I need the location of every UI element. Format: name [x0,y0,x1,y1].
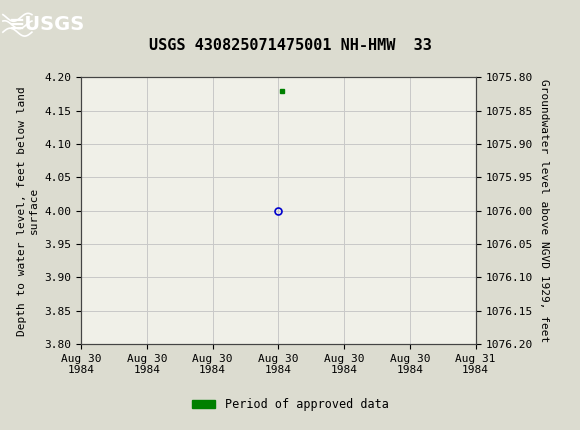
Text: ≡USGS: ≡USGS [9,15,85,34]
Legend: Period of approved data: Period of approved data [187,393,393,415]
Text: USGS 430825071475001 NH-HMW  33: USGS 430825071475001 NH-HMW 33 [148,38,432,52]
Y-axis label: Groundwater level above NGVD 1929, feet: Groundwater level above NGVD 1929, feet [539,79,549,342]
Y-axis label: Depth to water level, feet below land
surface: Depth to water level, feet below land su… [17,86,39,335]
